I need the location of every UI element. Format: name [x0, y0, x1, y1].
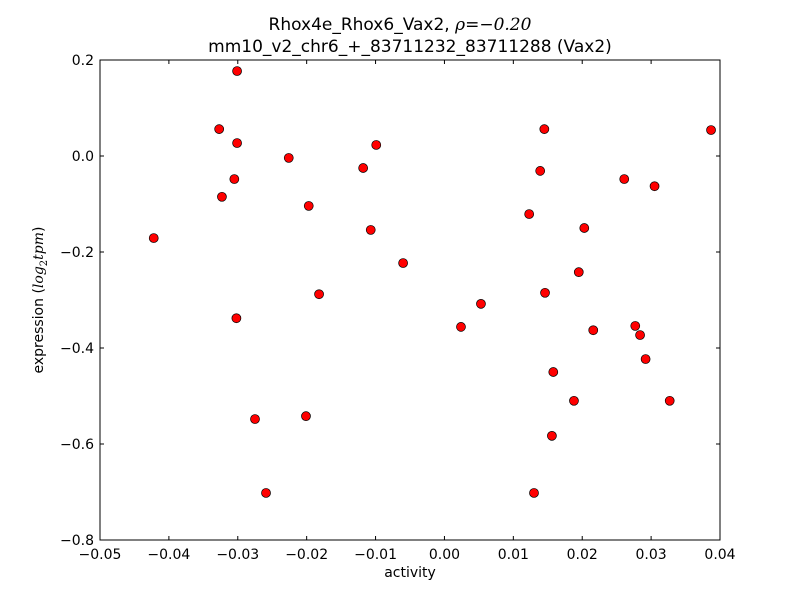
ylabel-sub: 2: [39, 260, 50, 266]
data-point: [303, 201, 314, 211]
data-point: [371, 140, 382, 150]
x-axis: −0.05 −0.04 −0.03 −0.02 −0.01 0.00 0.01 0.02 0.0…: [79, 60, 736, 563]
data-point: [569, 395, 579, 406]
y-axis-label: expression (log2tpm): [31, 226, 50, 373]
data-point: [301, 411, 311, 422]
ylabel-suffix: ): [31, 226, 47, 231]
title-text: Rhox4e_Rhox6_Vax2,: [269, 15, 456, 35]
y-tick-label: −0.6: [60, 437, 94, 453]
data-point: [148, 233, 159, 243]
ylabel-tpm: tpm: [31, 232, 47, 260]
ylabel-log: log: [31, 266, 47, 288]
y-tick-label: −0.4: [60, 341, 94, 357]
y-axis: 0.2 0.0 −0.2 −0.4 −0.6 −0.8: [60, 53, 720, 549]
data-point: [358, 163, 369, 173]
data-point: [588, 325, 599, 336]
x-tick-label: 0.02: [567, 547, 598, 563]
x-axis-label: activity: [384, 565, 436, 581]
data-point: [232, 66, 242, 76]
data-point: [231, 313, 242, 324]
data-point: [548, 367, 559, 377]
y-tick-label: −0.2: [60, 245, 94, 261]
data-point: [229, 174, 240, 184]
data-point: [250, 414, 260, 424]
y-tick-label: 0.0: [72, 149, 94, 165]
data-point: [540, 287, 550, 298]
ylabel-prefix: expression (: [31, 288, 47, 373]
data-point: [476, 298, 486, 309]
title-rho: ρ=−0.20: [454, 15, 532, 35]
x-tick-label: −0.03: [216, 547, 259, 563]
data-point: [630, 321, 641, 331]
data-point: [524, 209, 535, 219]
data-point: [664, 395, 675, 406]
chart-title-line1: Rhox4e_Rhox6_Vax2, ρ=−0.20: [269, 15, 532, 35]
data-point: [539, 124, 550, 134]
x-tick-label: 0.04: [704, 547, 735, 563]
data-point: [640, 354, 651, 364]
data-point: [547, 430, 557, 441]
x-tick-label: 0.00: [429, 547, 460, 563]
x-tick-label: −0.01: [354, 547, 397, 563]
x-tick-label: 0.03: [636, 547, 667, 563]
y-tick-label: −0.8: [60, 533, 94, 549]
data-point: [232, 138, 242, 148]
data-point: [649, 181, 660, 192]
data-point: [579, 223, 590, 233]
data-point: [456, 322, 466, 332]
data-point: [314, 289, 324, 300]
data-point: [706, 125, 716, 135]
data-point: [635, 330, 645, 340]
data-point: [217, 191, 227, 202]
x-tick-label: −0.05: [79, 547, 122, 563]
data-point: [214, 124, 225, 134]
data-point: [573, 267, 584, 278]
data-point: [529, 488, 539, 498]
data-point: [619, 174, 630, 184]
y-tick-label: 0.2: [72, 53, 94, 69]
data-point: [365, 225, 376, 235]
data-point: [261, 488, 271, 498]
data-point: [535, 166, 546, 176]
x-tick-label: −0.04: [147, 547, 190, 563]
chart-title-line2: mm10_v2_chr6_+_83711232_83711288 (Vax2): [208, 37, 612, 57]
plot-frame: [99, 59, 721, 541]
points-layer: [148, 66, 716, 498]
data-point: [283, 153, 294, 163]
x-tick-label: 0.01: [498, 547, 529, 563]
data-point: [398, 258, 408, 268]
x-tick-label: −0.02: [285, 547, 328, 563]
